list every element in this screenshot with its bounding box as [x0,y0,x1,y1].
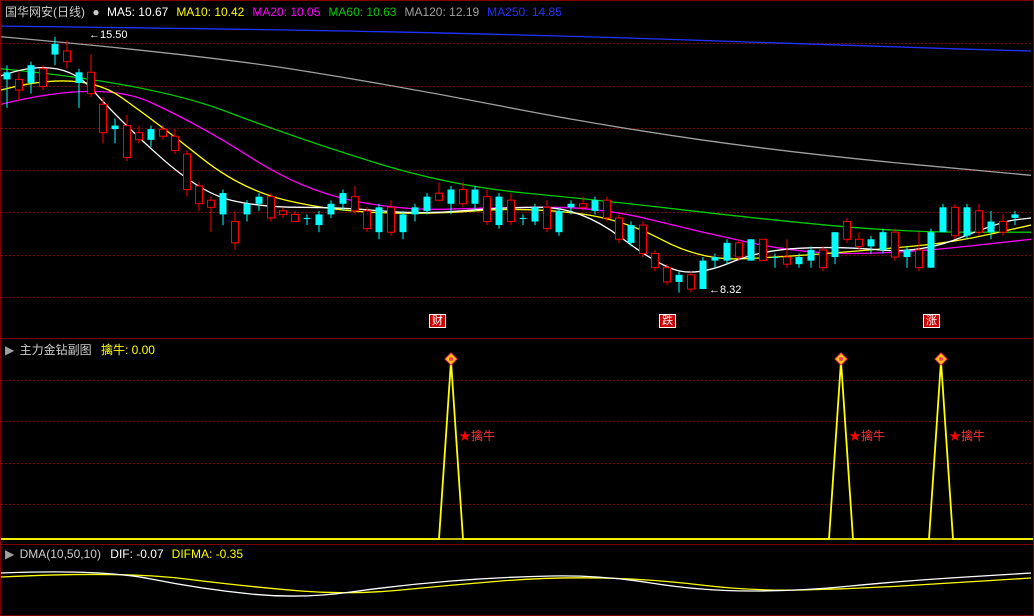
signal-badge: 财 [429,314,446,328]
indicator2-legend: DIF: -0.07DIFMA: -0.35 [110,547,251,561]
spike-label: ★擒牛 [459,427,495,444]
main-chart-header: 国华网安(日线) ● MA5: 10.67MA10: 10.42MA20: 10… [5,3,570,20]
main-chart-svg [1,1,1033,339]
indicator1-header: ▶ 主力金钻副图 擒牛: 0.00 [5,341,163,358]
low-price-label: ←8.32 [709,284,741,296]
signal-badge: 跌 [659,314,676,328]
star-icon: ★ [459,429,471,443]
spike-label: ★擒牛 [949,427,985,444]
triangle-icon: ▶ [5,547,14,561]
stock-title: 国华网安(日线) [5,5,85,19]
check-icon: ● [92,5,99,19]
ma-legend: MA5: 10.67MA10: 10.42MA20: 10.05MA60: 10… [107,5,570,19]
high-price-label: ←15.50 [89,29,128,41]
star-icon: ★ [949,429,961,443]
spike-label: ★擒牛 [849,427,885,444]
indicator1-legend: 擒牛: 0.00 [101,343,163,357]
indicator2-title: DMA(10,50,10) [20,547,101,561]
indicator2-header: ▶ DMA(10,50,10) DIF: -0.07DIFMA: -0.35 [5,547,251,561]
triangle-icon: ▶ [5,343,14,357]
indicator1-title: 主力金钻副图 [20,343,92,357]
indicator2-panel[interactable]: ▶ DMA(10,50,10) DIF: -0.07DIFMA: -0.35 [1,545,1033,613]
main-chart-panel[interactable]: 国华网安(日线) ● MA5: 10.67MA10: 10.42MA20: 10… [1,1,1033,339]
signal-badge: 涨 [923,314,940,328]
indicator1-panel[interactable]: ▶ 主力金钻副图 擒牛: 0.00 ★擒牛 ★擒牛 ★擒牛 [1,339,1033,545]
star-icon: ★ [849,429,861,443]
chart-container: 国华网安(日线) ● MA5: 10.67MA10: 10.42MA20: 10… [0,0,1034,616]
